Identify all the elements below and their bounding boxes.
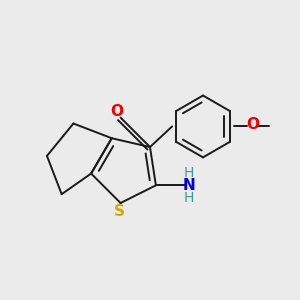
Text: N: N bbox=[182, 178, 195, 193]
Text: H: H bbox=[184, 191, 194, 205]
Text: S: S bbox=[114, 204, 124, 219]
Text: H: H bbox=[184, 166, 194, 180]
Text: O: O bbox=[246, 118, 259, 133]
Text: O: O bbox=[110, 103, 124, 118]
